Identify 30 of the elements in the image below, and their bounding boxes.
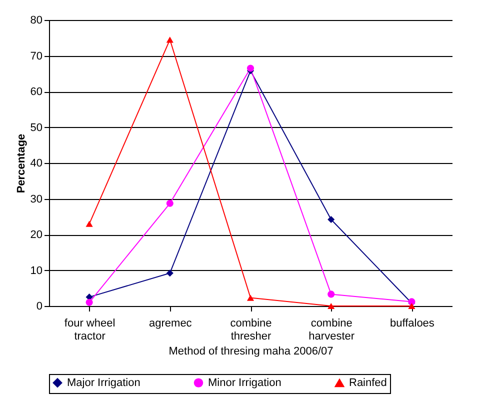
point <box>166 36 174 43</box>
y-tick-label: 40 <box>30 158 42 170</box>
y-tick-label: 80 <box>30 14 42 26</box>
x-tick-label: agremec <box>149 318 192 330</box>
x-tick-label: combine harvester <box>308 318 355 342</box>
legend-label: Minor Irrigation <box>208 376 282 389</box>
y-tick-label: 30 <box>30 193 42 206</box>
legend-label: Major Irrigation <box>67 376 140 389</box>
point <box>328 302 335 310</box>
y-tick-label: 20 <box>30 229 42 241</box>
y-tick-label: 50 <box>30 122 42 134</box>
x-tick-label: combine thresher <box>230 318 272 342</box>
point <box>328 216 335 224</box>
point <box>166 200 174 207</box>
y-axis-title: Percentage <box>15 134 28 194</box>
x-axis-title: Method of thresing maha 2006/07 <box>168 346 334 358</box>
y-tick-label: 0 <box>36 300 42 312</box>
y-tick-label: 60 <box>30 86 42 98</box>
y-tick-label: 70 <box>30 50 42 62</box>
point <box>86 298 93 306</box>
point <box>246 294 254 301</box>
y-tick-label: 10 <box>30 264 42 277</box>
point <box>408 302 416 310</box>
point <box>328 290 335 298</box>
point <box>246 64 254 72</box>
x-tick-label: buffaloes <box>390 318 435 330</box>
point <box>86 220 93 227</box>
x-tick-label: four wheel tractor <box>64 318 116 342</box>
point <box>166 270 174 277</box>
legend-label: Rainfed <box>349 377 387 390</box>
